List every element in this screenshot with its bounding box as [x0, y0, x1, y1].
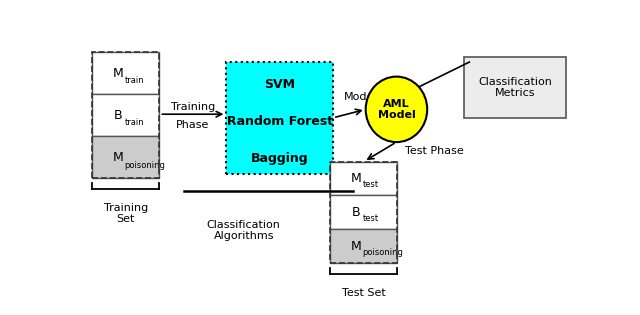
Bar: [330, 195, 397, 229]
Ellipse shape: [365, 77, 428, 142]
Text: poisoning: poisoning: [125, 161, 165, 169]
Text: B: B: [113, 109, 122, 122]
Text: Classification
Metrics: Classification Metrics: [478, 77, 552, 98]
Text: train: train: [125, 77, 144, 85]
Text: Training: Training: [171, 102, 215, 112]
Bar: [330, 162, 397, 263]
Text: poisoning: poisoning: [363, 248, 403, 257]
Bar: [92, 136, 159, 179]
Text: M: M: [113, 151, 124, 164]
Text: AML
Model: AML Model: [378, 99, 415, 120]
Text: Training
Set: Training Set: [104, 203, 148, 224]
Bar: [227, 62, 333, 174]
Text: Test Set: Test Set: [342, 288, 386, 298]
Text: Classification
Algorithms: Classification Algorithms: [207, 220, 280, 241]
Text: M: M: [351, 172, 362, 185]
Text: Phase: Phase: [176, 120, 209, 130]
Bar: [92, 52, 159, 94]
Text: train: train: [125, 118, 144, 128]
Bar: [465, 57, 566, 118]
Text: Random Forest: Random Forest: [227, 115, 333, 128]
Text: Bagging: Bagging: [251, 152, 308, 165]
Text: test: test: [363, 180, 379, 189]
Text: SVM: SVM: [264, 78, 295, 91]
Bar: [330, 229, 397, 263]
Text: Test Phase: Test Phase: [405, 146, 463, 156]
Bar: [92, 52, 159, 179]
Bar: [92, 94, 159, 136]
Text: M: M: [113, 67, 124, 80]
Text: Model: Model: [344, 92, 377, 102]
Text: M: M: [351, 240, 362, 253]
Text: test: test: [363, 214, 379, 223]
Bar: [330, 162, 397, 195]
Text: B: B: [351, 206, 360, 219]
